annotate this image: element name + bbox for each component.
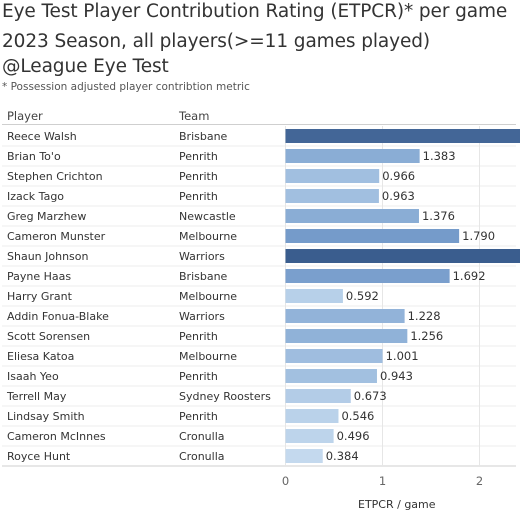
x-tick-label: 0 (282, 474, 289, 488)
team-name: Penrith (179, 170, 218, 183)
bar-value-label: 0.496 (337, 429, 370, 443)
player-name: Cameron McInnes (7, 430, 106, 443)
bar-value-label: 1.228 (408, 309, 441, 323)
player-name: Scott Sorensen (7, 330, 90, 343)
bar-value-label: 1.790 (462, 229, 495, 243)
player-name: Izack Tago (7, 190, 64, 203)
player-name: Reece Walsh (7, 130, 77, 143)
bar (285, 409, 339, 423)
chart-title-line-2: 2023 Season, all players(>=11 games play… (2, 31, 431, 52)
team-name: Melbourne (179, 230, 237, 243)
bar (285, 129, 520, 143)
chart-subtitle: * Possession adjusted player contribtion… (2, 81, 250, 93)
x-axis-label: ETPCR / game (358, 498, 436, 511)
team-name: Penrith (179, 150, 218, 163)
team-name: Brisbane (179, 270, 228, 283)
player-name: Payne Haas (7, 270, 71, 283)
x-tick-label: 1 (379, 474, 386, 488)
bar-value-label: 0.966 (382, 169, 415, 183)
column-header-player: Player (7, 109, 43, 123)
player-name: Stephen Crichton (7, 170, 103, 183)
bar-value-label: 0.592 (346, 289, 379, 303)
bar-value-label: 0.673 (354, 389, 387, 403)
team-name: Penrith (179, 370, 218, 383)
player-name: Shaun Johnson (7, 250, 89, 263)
bar (285, 189, 379, 203)
x-tick-label: 2 (476, 474, 483, 488)
player-name: Addin Fonua-Blake (7, 310, 109, 323)
bar (285, 249, 520, 263)
bar (285, 149, 420, 163)
player-name: Eliesa Katoa (7, 350, 74, 363)
bar (285, 289, 343, 303)
bar-value-label: 0.384 (326, 449, 359, 463)
bar (285, 169, 380, 183)
team-name: Warriors (179, 310, 225, 323)
column-header-team: Team (179, 109, 210, 123)
team-name: Warriors (179, 250, 225, 263)
player-name: Harry Grant (7, 290, 73, 303)
team-name: Sydney Roosters (179, 390, 271, 403)
bar-value-label: 1.376 (422, 209, 455, 223)
player-name: Royce Hunt (7, 450, 71, 463)
bar-value-label: 1.001 (386, 349, 419, 363)
bar (285, 229, 460, 243)
header-divider (2, 124, 516, 125)
team-name: Penrith (179, 410, 218, 423)
chart-title-line-3: @League Eye Test (2, 56, 169, 77)
bar-value-label: 1.692 (453, 269, 486, 283)
chart-title-line-1: Eye Test Player Contribution Rating (ETP… (2, 1, 508, 22)
bar-value-label: 1.383 (423, 149, 456, 163)
bar-value-label: 0.963 (382, 189, 415, 203)
team-name: Cronulla (179, 450, 225, 463)
team-name: Brisbane (179, 130, 228, 143)
player-name: Brian To'o (7, 150, 61, 163)
bar (285, 349, 383, 363)
team-name: Melbourne (179, 290, 237, 303)
bar (285, 209, 419, 223)
team-name: Penrith (179, 190, 218, 203)
bar (285, 429, 334, 443)
bar-value-label: 0.943 (380, 369, 413, 383)
bar-value-label: 1.256 (410, 329, 443, 343)
player-name: Terrell May (6, 390, 67, 403)
bar (285, 309, 405, 323)
player-name: Isaah Yeo (7, 370, 59, 383)
bar (285, 389, 351, 403)
bar (285, 369, 377, 383)
team-name: Penrith (179, 330, 218, 343)
bar (285, 269, 450, 283)
team-name: Cronulla (179, 430, 225, 443)
bar (285, 449, 323, 463)
team-name: Melbourne (179, 350, 237, 363)
player-name: Lindsay Smith (7, 410, 85, 423)
bar (285, 329, 408, 343)
bar-value-label: 0.546 (341, 409, 374, 423)
team-name: Newcastle (179, 210, 236, 223)
player-name: Cameron Munster (7, 230, 106, 243)
player-name: Greg Marzhew (7, 210, 86, 223)
